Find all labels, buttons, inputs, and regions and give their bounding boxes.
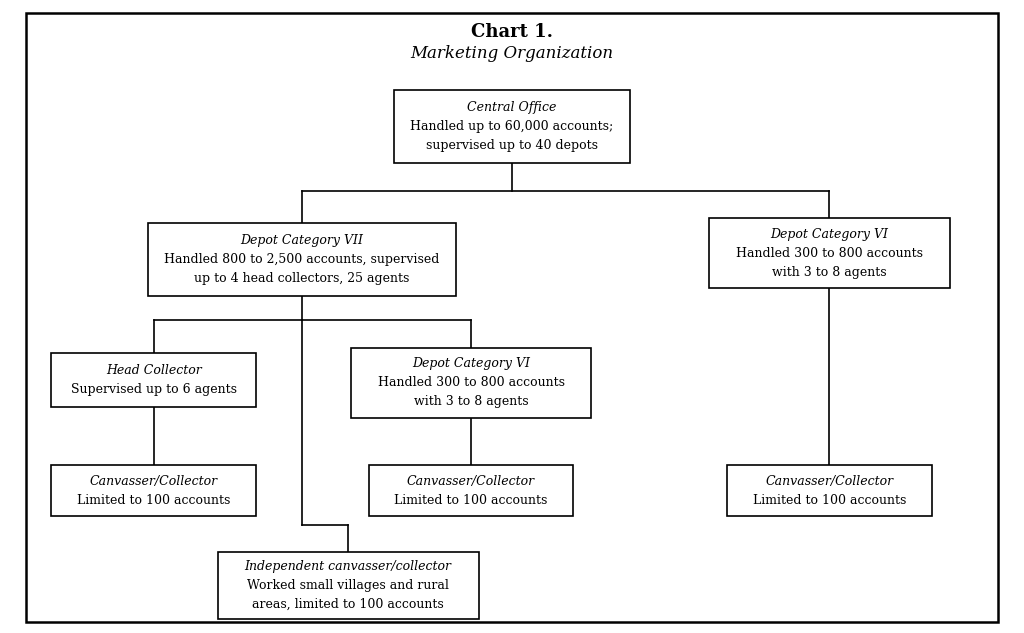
Text: supervised up to 40 depots: supervised up to 40 depots bbox=[426, 139, 598, 152]
Text: up to 4 head collectors, 25 agents: up to 4 head collectors, 25 agents bbox=[195, 272, 410, 285]
Text: Marketing Organization: Marketing Organization bbox=[411, 45, 613, 61]
Text: Worked small villages and rural: Worked small villages and rural bbox=[247, 579, 450, 592]
Text: Chart 1.: Chart 1. bbox=[471, 23, 553, 41]
Text: Handled up to 60,000 accounts;: Handled up to 60,000 accounts; bbox=[411, 120, 613, 133]
Text: Limited to 100 accounts: Limited to 100 accounts bbox=[394, 494, 548, 506]
Text: areas, limited to 100 accounts: areas, limited to 100 accounts bbox=[252, 598, 444, 611]
Text: Depot Category VII: Depot Category VII bbox=[241, 234, 364, 247]
FancyBboxPatch shape bbox=[51, 353, 256, 406]
FancyBboxPatch shape bbox=[51, 465, 256, 516]
Text: Canvasser/Collector: Canvasser/Collector bbox=[89, 475, 218, 487]
Text: Limited to 100 accounts: Limited to 100 accounts bbox=[753, 494, 906, 506]
Text: Canvasser/Collector: Canvasser/Collector bbox=[407, 475, 536, 487]
Text: Head Collector: Head Collector bbox=[105, 364, 202, 377]
Text: Canvasser/Collector: Canvasser/Collector bbox=[765, 475, 894, 487]
Text: Handled 800 to 2,500 accounts, supervised: Handled 800 to 2,500 accounts, supervise… bbox=[165, 253, 439, 266]
Text: Depot Category VI: Depot Category VI bbox=[770, 228, 889, 241]
Text: Handled 300 to 800 accounts: Handled 300 to 800 accounts bbox=[736, 247, 923, 260]
FancyBboxPatch shape bbox=[218, 552, 479, 619]
Text: Limited to 100 accounts: Limited to 100 accounts bbox=[77, 494, 230, 506]
Text: with 3 to 8 agents: with 3 to 8 agents bbox=[414, 396, 528, 408]
Text: Depot Category VI: Depot Category VI bbox=[412, 358, 530, 370]
FancyBboxPatch shape bbox=[148, 223, 456, 296]
FancyBboxPatch shape bbox=[394, 90, 630, 163]
Text: Independent canvasser/collector: Independent canvasser/collector bbox=[245, 560, 452, 573]
FancyBboxPatch shape bbox=[710, 218, 950, 288]
FancyBboxPatch shape bbox=[369, 465, 573, 516]
Text: Supervised up to 6 agents: Supervised up to 6 agents bbox=[71, 383, 237, 396]
FancyBboxPatch shape bbox=[727, 465, 932, 516]
Text: Central Office: Central Office bbox=[467, 101, 557, 114]
FancyBboxPatch shape bbox=[350, 348, 592, 418]
Text: with 3 to 8 agents: with 3 to 8 agents bbox=[772, 266, 887, 279]
Text: Handled 300 to 800 accounts: Handled 300 to 800 accounts bbox=[378, 377, 564, 389]
